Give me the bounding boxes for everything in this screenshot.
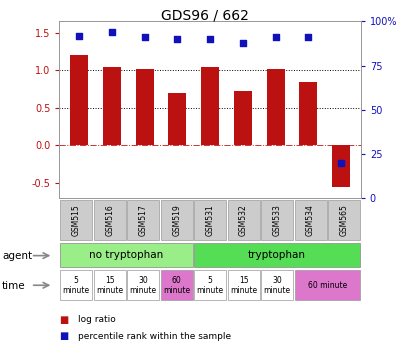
Bar [261,200,292,240]
Text: GSM565: GSM565 [339,204,348,236]
Text: 15
minute: 15 minute [229,276,256,295]
Bar [127,200,159,240]
Point [141,35,148,40]
Bar [168,93,186,146]
Text: ■: ■ [59,331,69,341]
Bar [294,270,359,300]
Bar [160,270,192,300]
Text: tryptophan: tryptophan [247,250,306,260]
Point [174,36,180,42]
Bar [233,91,251,146]
Text: agent: agent [2,251,32,261]
Text: percentile rank within the sample: percentile rank within the sample [78,332,230,341]
Bar [127,270,159,300]
Bar [227,200,259,240]
Bar [60,243,192,267]
Bar [327,200,359,240]
Text: GSM532: GSM532 [238,204,247,236]
Text: 5
minute: 5 minute [63,276,90,295]
Text: GSM519: GSM519 [172,204,181,236]
Text: 60
minute: 60 minute [163,276,190,295]
Text: 30
minute: 30 minute [129,276,156,295]
Point [239,40,245,45]
Bar [60,270,92,300]
Bar [294,200,326,240]
Point [108,29,115,35]
Point [76,33,82,39]
Text: GDS96 / 662: GDS96 / 662 [161,9,248,23]
Bar [193,243,359,267]
Text: GSM533: GSM533 [272,204,281,236]
Point [337,160,344,166]
Point [207,36,213,42]
Bar [93,270,126,300]
Text: GSM531: GSM531 [205,204,214,236]
Bar [261,270,292,300]
Bar [299,82,317,146]
Text: GSM534: GSM534 [306,204,314,236]
Text: 15
minute: 15 minute [96,276,123,295]
Text: log ratio: log ratio [78,315,115,324]
Bar [135,69,153,146]
Text: GSM515: GSM515 [72,204,81,236]
Text: GSM517: GSM517 [138,204,147,236]
Text: ■: ■ [59,315,69,325]
Bar [60,200,92,240]
Bar [227,270,259,300]
Text: GSM516: GSM516 [105,204,114,236]
Bar [266,69,284,146]
Bar [103,66,121,146]
Point [272,35,278,40]
Point [304,35,311,40]
Bar [93,200,126,240]
Text: 30
minute: 30 minute [263,276,290,295]
Bar [70,55,88,146]
Bar [193,200,226,240]
Text: no tryptophan: no tryptophan [89,250,163,260]
Bar [193,270,226,300]
Bar [201,66,218,146]
Bar [160,200,192,240]
Bar [331,146,349,187]
Text: 5
minute: 5 minute [196,276,223,295]
Text: 60 minute: 60 minute [307,281,346,290]
Text: time: time [2,281,26,291]
